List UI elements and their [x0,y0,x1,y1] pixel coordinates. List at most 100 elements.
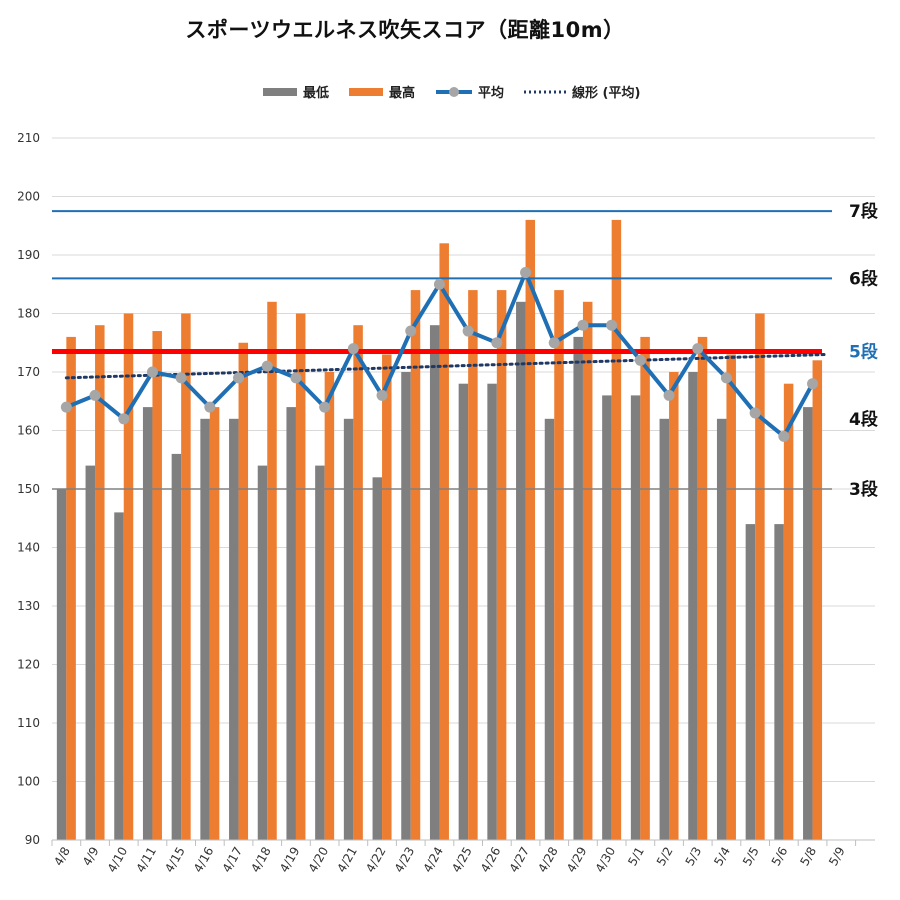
average-line [60,267,819,442]
average-point [606,319,618,331]
average-point [146,366,158,378]
bar-min [487,383,497,840]
trendline-path [64,352,829,380]
x-tick-label: 5/1 [625,845,647,869]
trendline [64,352,829,380]
legend-label-min: 最低 [303,86,330,101]
average-point [462,325,474,337]
reference-labels: 7段 6段 5段 4段 3段 [849,201,878,500]
average-point [749,407,761,419]
bar-max [181,313,191,840]
average-point [175,372,187,384]
legend-item-min: 最低 [263,82,329,101]
bar-max [496,290,507,841]
bar-min [372,477,383,840]
y-tick-label: 180 [17,307,40,321]
bar-max [382,354,392,840]
average-point [807,378,819,390]
x-tick-label: 4/23 [392,845,418,875]
bar-max [468,290,478,841]
legend-swatch-avg [436,86,472,97]
legend-item-trend: 線形 (平均) [524,82,640,101]
x-tick-label: 4/8 [51,845,73,869]
legend-label-avg: 平均 [478,86,505,101]
y-tick-label: 170 [17,365,40,379]
chart-title: スポーツウエルネス吹矢スコア（距離10m） [185,18,625,42]
bar-min [200,418,210,840]
average-point [376,389,388,401]
x-tick-label: 4/30 [593,845,619,875]
bar-max [324,372,335,840]
average-point [290,372,302,384]
bar-max [238,342,249,840]
average-point [233,372,245,384]
x-tick-label: 4/20 [306,845,332,875]
bar-max [152,331,162,840]
bar-max [525,219,536,840]
bar-min [745,524,756,840]
y-tick-label: 100 [17,775,40,789]
x-axis [51,839,875,846]
y-tick-label: 150 [17,482,40,496]
average-point [405,325,417,337]
average-point [204,401,216,413]
bar-min [401,372,411,840]
bar-min [142,407,153,840]
bar-min [56,489,67,840]
x-tick-label: 4/26 [478,845,504,875]
x-tick-label: 4/10 [105,845,131,875]
x-tick-label: 4/29 [564,845,590,875]
reference-label: 7段 [849,201,878,222]
y-tick-label: 130 [17,599,40,613]
legend-label-max: 最高 [389,86,416,101]
bar-max [439,243,449,841]
y-tick-label: 90 [25,833,40,847]
average-point [548,337,560,349]
x-tick-label: 5/2 [654,845,676,869]
average-point [319,401,331,413]
x-tick-label: 4/18 [248,845,274,875]
average-point [520,267,532,279]
bar-max [640,336,650,840]
bar-max [669,372,679,840]
bar-min [85,465,96,840]
x-tick-label: 5/6 [769,845,791,869]
bar-max [812,360,823,840]
bar-min [257,465,268,840]
bar-max [582,301,593,840]
x-tick-label: 4/16 [191,845,217,875]
bar-min [516,301,526,840]
x-tick-label: 4/17 [220,845,246,875]
bar-min [229,418,239,840]
average-point [692,343,704,355]
bar-max [123,313,134,840]
reference-label: 5段 [849,342,878,363]
x-tick-label: 4/24 [420,845,446,875]
bars [56,219,823,841]
bar-max [66,336,76,840]
y-tick-label: 210 [17,131,40,145]
average-point [261,360,273,372]
bar-max [209,407,220,840]
average-point [778,430,790,442]
legend-swatch-max [349,87,383,96]
average-point [720,372,732,384]
y-tick-label: 120 [17,658,40,672]
x-tick-label: 5/3 [683,845,705,869]
legend-label-trend: 線形 (平均) [572,86,641,101]
average-point [577,319,589,331]
average-point [60,401,72,413]
bar-min [544,418,555,840]
bar-min [716,418,727,840]
reference-label: 3段 [849,479,878,500]
bar-min [114,512,124,840]
legend-swatch-trend [524,90,566,93]
bar-max [267,301,277,840]
average-point [118,413,130,425]
y-axis-ticks: 90 100 110 120 130 140 150 160 170 180 190 200 210 [17,131,40,847]
bar-min [429,325,440,840]
legend-swatch-min [263,87,297,96]
y-tick-label: 190 [17,248,40,262]
average-point [433,278,445,290]
reference-label: 6段 [849,268,878,289]
